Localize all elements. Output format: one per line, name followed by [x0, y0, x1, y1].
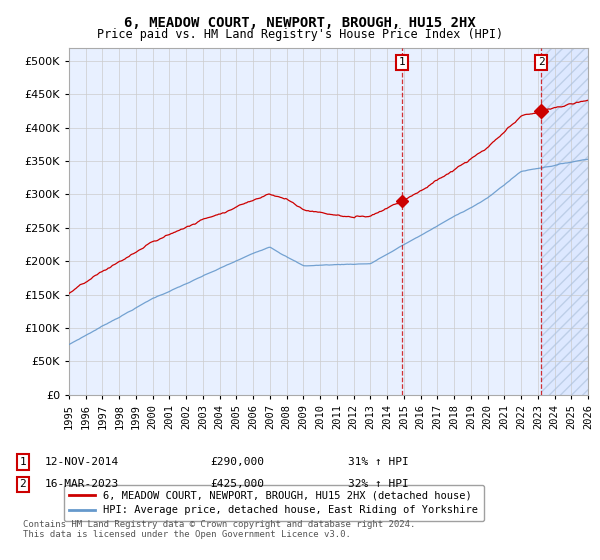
- Text: 12-NOV-2014: 12-NOV-2014: [45, 457, 119, 467]
- Text: 2: 2: [19, 479, 26, 489]
- Text: £425,000: £425,000: [210, 479, 264, 489]
- Text: 1: 1: [398, 57, 405, 67]
- Text: Price paid vs. HM Land Registry's House Price Index (HPI): Price paid vs. HM Land Registry's House …: [97, 28, 503, 41]
- Legend: 6, MEADOW COURT, NEWPORT, BROUGH, HU15 2HX (detached house), HPI: Average price,: 6, MEADOW COURT, NEWPORT, BROUGH, HU15 2…: [64, 485, 484, 521]
- Bar: [541, 48, 588, 395]
- Text: £290,000: £290,000: [210, 457, 264, 467]
- Text: 2: 2: [538, 57, 545, 67]
- Bar: [541, 48, 588, 395]
- Text: Contains HM Land Registry data © Crown copyright and database right 2024.
This d: Contains HM Land Registry data © Crown c…: [23, 520, 415, 539]
- Text: 1: 1: [19, 457, 26, 467]
- Text: 6, MEADOW COURT, NEWPORT, BROUGH, HU15 2HX: 6, MEADOW COURT, NEWPORT, BROUGH, HU15 2…: [124, 16, 476, 30]
- Text: 32% ↑ HPI: 32% ↑ HPI: [348, 479, 409, 489]
- Text: 16-MAR-2023: 16-MAR-2023: [45, 479, 119, 489]
- Text: 31% ↑ HPI: 31% ↑ HPI: [348, 457, 409, 467]
